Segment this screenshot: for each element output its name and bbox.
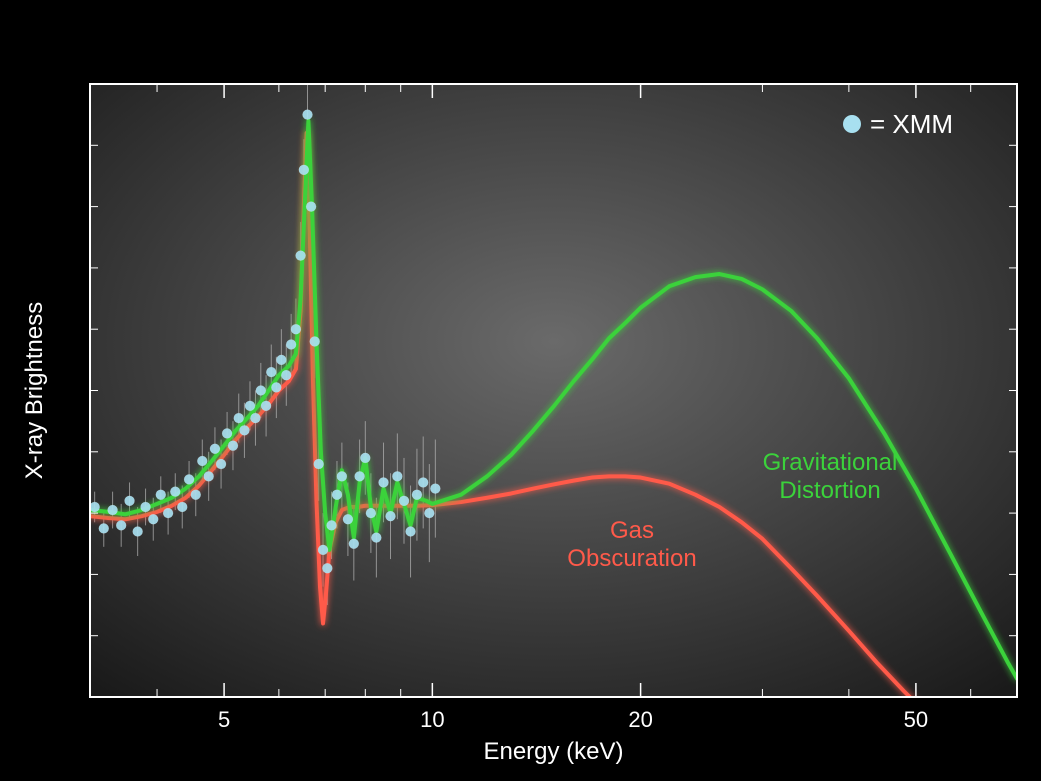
xmm-data-point (406, 526, 416, 536)
x-tick-label: 10 (420, 707, 444, 732)
xmm-data-point (303, 110, 313, 120)
xmm-data-point (148, 514, 158, 524)
xmm-data-point (250, 413, 260, 423)
xmm-data-point (216, 459, 226, 469)
xmm-data-point (418, 477, 428, 487)
annotation-gas: Gas (610, 517, 654, 544)
xmm-data-point (291, 324, 301, 334)
xmm-data-point (156, 490, 166, 500)
xmm-data-point (296, 251, 306, 261)
xmm-data-point (191, 490, 201, 500)
x-tick-label: 50 (904, 707, 928, 732)
xmm-data-point (386, 511, 396, 521)
xmm-data-point (184, 474, 194, 484)
xmm-data-point (116, 520, 126, 530)
annotation-gas: Obscuration (567, 545, 696, 572)
xmm-data-point (177, 502, 187, 512)
xmm-data-point (239, 425, 249, 435)
xmm-data-point (108, 505, 118, 515)
xmm-data-point (430, 484, 440, 494)
xmm-data-point (261, 401, 271, 411)
xmm-data-point (210, 444, 220, 454)
xmm-data-point (286, 340, 296, 350)
xmm-data-point (306, 202, 316, 212)
legend-marker (843, 115, 861, 133)
xmm-data-point (366, 508, 376, 518)
xmm-data-point (170, 487, 180, 497)
xmm-data-point (125, 496, 135, 506)
xmm-data-point (343, 514, 353, 524)
xmm-data-point (310, 336, 320, 346)
xmm-data-point (234, 413, 244, 423)
xmm-data-point (424, 508, 434, 518)
x-axis-label: Energy (keV) (483, 738, 623, 765)
y-axis-label: X-ray Brightness (21, 302, 48, 479)
xmm-data-point (392, 471, 402, 481)
xmm-data-point (281, 370, 291, 380)
xmm-data-point (90, 502, 100, 512)
xmm-data-point (245, 401, 255, 411)
xmm-data-point (197, 456, 207, 466)
xmm-data-point (360, 453, 370, 463)
xmm-data-point (141, 502, 151, 512)
xmm-data-point (332, 490, 342, 500)
xmm-data-point (355, 471, 365, 481)
xmm-data-point (163, 508, 173, 518)
legend-label: = XMM (870, 109, 953, 139)
xmm-data-point (399, 496, 409, 506)
xmm-data-point (133, 526, 143, 536)
xmm-data-point (276, 355, 286, 365)
xmm-data-point (99, 523, 109, 533)
xmm-data-point (271, 382, 281, 392)
xmm-data-point (299, 165, 309, 175)
x-tick-label: 5 (218, 707, 230, 732)
xmm-data-point (204, 471, 214, 481)
xmm-data-point (349, 539, 359, 549)
xmm-data-point (256, 386, 266, 396)
xmm-data-point (228, 441, 238, 451)
annotation-gravitational: Gravitational (763, 449, 898, 476)
xmm-data-point (266, 367, 276, 377)
xmm-data-point (337, 471, 347, 481)
annotation-gravitational: Distortion (779, 477, 880, 504)
xmm-data-point (222, 428, 232, 438)
xmm-data-point (314, 459, 324, 469)
xmm-data-point (371, 533, 381, 543)
xmm-data-point (327, 520, 337, 530)
x-tick-label: 20 (628, 707, 652, 732)
plot-background (90, 84, 1017, 697)
xmm-data-point (322, 563, 332, 573)
xmm-data-point (379, 477, 389, 487)
xmm-data-point (318, 545, 328, 555)
xmm-data-point (412, 490, 422, 500)
